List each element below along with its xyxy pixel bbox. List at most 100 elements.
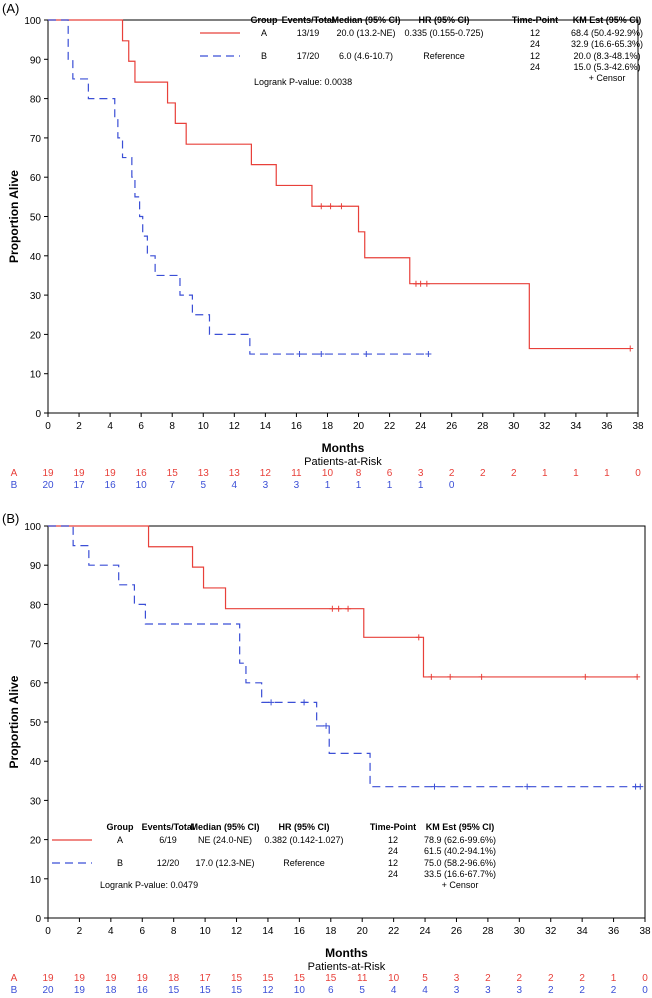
censor-legend: + Censor	[589, 73, 626, 83]
y-tick-label: 10	[30, 370, 42, 381]
legend-timepoint: 24	[388, 846, 398, 856]
x-axis-label: Months	[322, 441, 365, 455]
risk-count-b: 3	[454, 985, 460, 996]
legend-header-timepoint: Time-Point	[512, 15, 558, 25]
km-curve-b	[48, 525, 641, 788]
risk-count-b: 4	[391, 985, 397, 996]
legend-timepoint: 12	[530, 28, 540, 38]
y-tick-label: 30	[30, 796, 42, 807]
x-tick-label: 28	[477, 421, 489, 432]
km-curve-b	[48, 19, 429, 355]
y-tick-label: 50	[30, 213, 42, 224]
censor-mark-a	[345, 605, 352, 612]
x-tick-label: 18	[322, 421, 334, 432]
x-tick-label: 12	[231, 926, 243, 937]
y-tick-label: 80	[30, 600, 42, 611]
legend-header-hr: HR (95% CI)	[418, 15, 469, 25]
y-tick-label: 10	[30, 875, 42, 886]
censor-mark-a	[634, 673, 641, 680]
censor-mark-a	[423, 280, 430, 287]
x-tick-label: 16	[291, 421, 303, 432]
x-tick-label: 30	[514, 926, 526, 937]
censor-mark-a	[478, 673, 485, 680]
y-tick-label: 30	[30, 291, 42, 302]
x-tick-label: 38	[632, 421, 644, 432]
x-tick-label: 36	[601, 421, 613, 432]
risk-count-a: 8	[356, 468, 362, 479]
risk-count-a: 17	[200, 973, 212, 984]
risk-count-a: 2	[579, 973, 585, 984]
y-tick-label: 50	[30, 718, 42, 729]
x-tick-label: 14	[262, 926, 274, 937]
legend-timepoint: 24	[530, 39, 540, 49]
y-tick-label: 100	[24, 16, 41, 27]
legend-median: 6.0 (4.6-10.7)	[339, 51, 393, 61]
legend-km-estimate: 33.5 (16.6-67.7%)	[424, 869, 496, 879]
logrank-pvalue: Logrank P-value: 0.0038	[254, 77, 352, 87]
censor-mark-b	[524, 783, 531, 790]
x-axis-label: Months	[325, 946, 368, 960]
risk-count-b: 7	[169, 480, 175, 491]
x-tick-label: 22	[384, 421, 396, 432]
risk-count-a: 1	[604, 468, 610, 479]
censor-mark-a	[417, 280, 424, 287]
x-tick-label: 10	[198, 421, 210, 432]
y-tick-label: 90	[30, 561, 42, 572]
censor-mark-b	[268, 699, 275, 706]
y-tick-label: 60	[30, 679, 42, 690]
risk-count-b: 16	[137, 985, 149, 996]
legend-events: 6/19	[159, 835, 177, 845]
legend-timepoint: 24	[530, 62, 540, 72]
legend-timepoint: 24	[388, 869, 398, 879]
risk-count-b: 4	[422, 985, 428, 996]
risk-count-a: 2	[480, 468, 486, 479]
risk-count-b: 6	[328, 985, 334, 996]
risk-count-b: 10	[294, 985, 306, 996]
x-tick-label: 24	[415, 421, 427, 432]
x-tick-label: 32	[545, 926, 557, 937]
legend-header-group: Group	[251, 15, 278, 25]
km-curve-a	[48, 19, 631, 350]
x-tick-label: 6	[138, 421, 144, 432]
legend-median: NE (24.0-NE)	[198, 835, 252, 845]
legend-header-timepoint: Time-Point	[370, 822, 416, 832]
y-tick-label: 0	[35, 409, 41, 420]
censor-mark-b	[301, 699, 308, 706]
censor-mark-a	[582, 673, 589, 680]
censor-legend: + Censor	[442, 880, 479, 890]
x-tick-label: 32	[539, 421, 551, 432]
risk-count-a: 10	[322, 468, 334, 479]
panel-label: (A)	[2, 1, 19, 16]
risk-count-b: 5	[200, 480, 206, 491]
risk-count-b: 3	[517, 985, 523, 996]
legend-header-events: Events/Total	[282, 15, 335, 25]
risk-count-a: 18	[168, 973, 180, 984]
legend-km-estimate: 32.9 (16.6-65.3%)	[571, 39, 643, 49]
risk-count-b: 4	[232, 480, 238, 491]
x-tick-label: 0	[45, 421, 51, 432]
risk-row-label-b: B	[11, 480, 18, 491]
risk-table-title: Patients-at-Risk	[308, 961, 386, 973]
risk-count-a: 19	[74, 973, 86, 984]
logrank-pvalue: Logrank P-value: 0.0479	[100, 880, 198, 890]
x-tick-label: 10	[200, 926, 212, 937]
censor-mark-a	[318, 203, 325, 210]
risk-count-b: 10	[136, 480, 148, 491]
censor-mark-b	[425, 351, 432, 358]
legend-km-estimate: 78.9 (62.6-99.6%)	[424, 835, 496, 845]
plot-frame	[47, 525, 646, 919]
x-tick-label: 24	[419, 926, 431, 937]
risk-count-a: 19	[73, 468, 85, 479]
x-tick-label: 36	[608, 926, 620, 937]
x-tick-label: 12	[229, 421, 241, 432]
risk-count-a: 19	[105, 468, 117, 479]
risk-count-a: 15	[231, 973, 243, 984]
legend-group: B	[261, 51, 267, 61]
risk-count-a: 19	[105, 973, 117, 984]
risk-count-a: 5	[422, 973, 428, 984]
censor-mark-b	[363, 351, 370, 358]
